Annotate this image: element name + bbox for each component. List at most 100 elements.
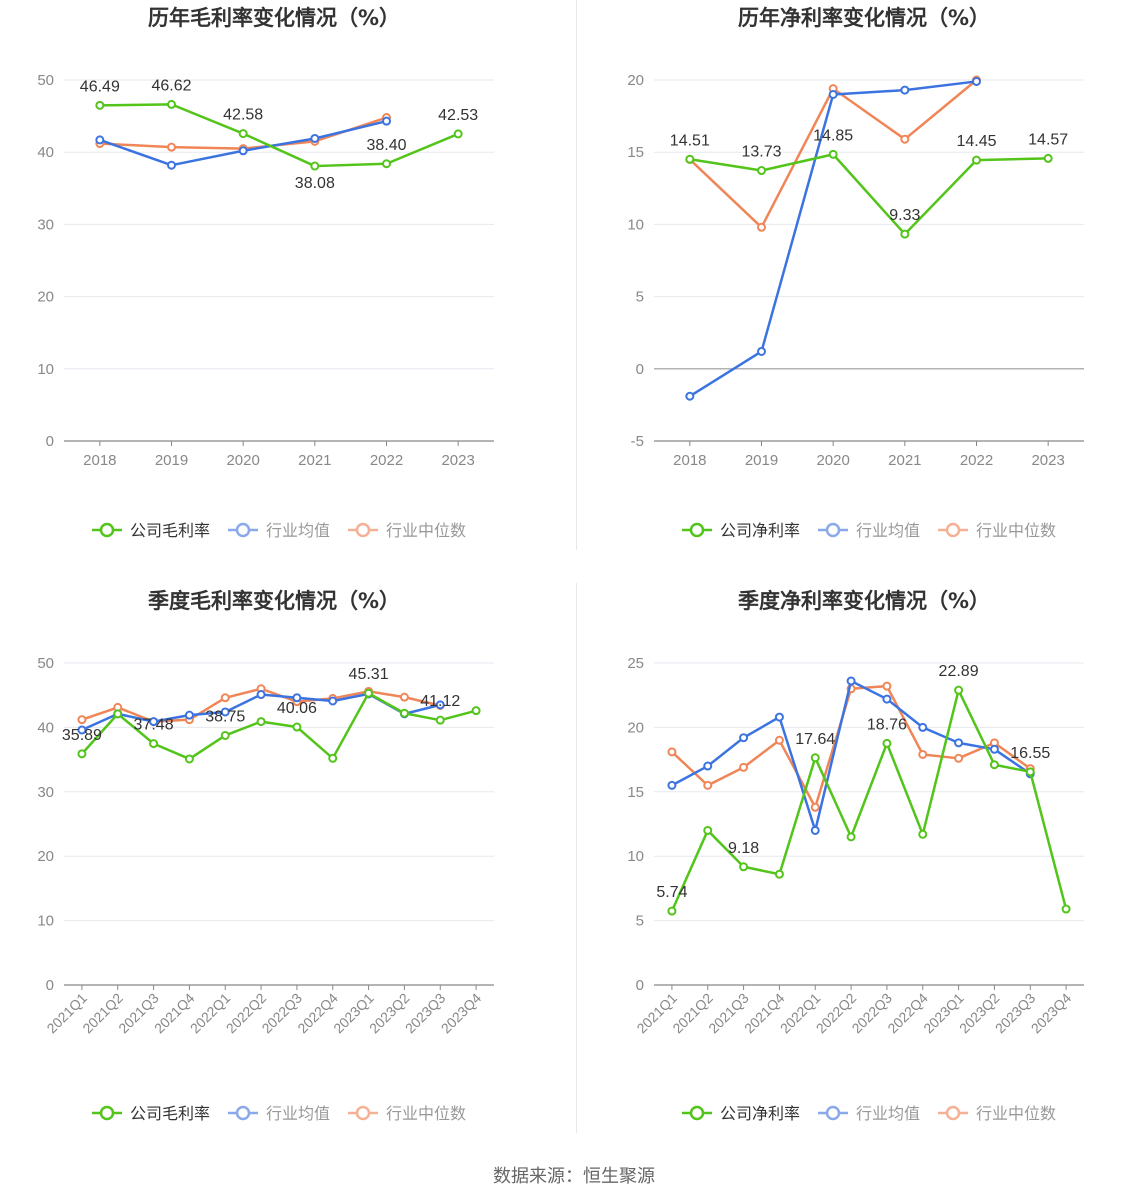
legend-item: 行业均值	[228, 521, 330, 540]
data-point	[238, 146, 248, 156]
data-point	[739, 733, 749, 743]
data-label: 14.85	[813, 127, 853, 144]
data-point	[435, 715, 445, 725]
data-point	[810, 825, 820, 835]
data-point	[238, 129, 248, 139]
legend-item: 行业中位数	[348, 1104, 466, 1123]
chart-svg: 历年毛利率变化情况（%） 0 10 20 30 40 50 2018 2019 2020 2021 2…	[37, 6, 494, 540]
legend-marker	[235, 1105, 251, 1121]
data-label: 45.31	[349, 666, 389, 683]
legend-item: 行业均值	[818, 521, 920, 540]
data-point	[846, 832, 856, 842]
data-label: 16.55	[1010, 745, 1050, 762]
data-point	[739, 862, 749, 872]
data-point	[328, 696, 338, 706]
legend-item: 行业中位数	[938, 521, 1056, 540]
legend-marker	[825, 522, 841, 538]
data-point	[382, 159, 391, 169]
series-line	[99, 119, 387, 167]
chart-title: 历年净利率变化情况（%）	[738, 6, 990, 30]
data-point	[399, 692, 409, 702]
chart-svg: 季度毛利率变化情况（%）010203040502021Q12021Q22021Q…	[37, 589, 494, 1123]
data-point	[667, 747, 677, 757]
data-point	[113, 709, 123, 719]
x-tick-label: 2018	[83, 452, 116, 469]
data-label: 14.51	[670, 132, 710, 149]
data-point	[954, 685, 964, 695]
x-tick-label: 2022	[370, 452, 403, 469]
data-point	[685, 154, 695, 164]
data-point	[292, 693, 302, 703]
data-point	[774, 869, 784, 879]
data-point	[882, 694, 892, 704]
data-point	[667, 780, 677, 790]
data-point	[918, 749, 928, 759]
legend-marker	[945, 522, 961, 538]
data-point	[774, 735, 784, 745]
legend-item: 公司毛利率	[92, 521, 210, 540]
data-point	[220, 693, 230, 703]
legend-item: 公司毛利率	[92, 1104, 210, 1123]
legend-item: 行业均值	[228, 1104, 330, 1123]
series-line	[671, 679, 1031, 832]
data-point	[77, 715, 87, 725]
x-tick-label: 2023Q4	[438, 990, 485, 1037]
chart-title: 历年毛利率变化情况（%）	[148, 6, 400, 30]
data-label: 14.45	[956, 133, 996, 150]
data-label: 5.74	[656, 884, 687, 901]
x-tick-label: 2021	[298, 452, 331, 469]
divider-bottom	[576, 583, 577, 1133]
x-tick-label: 2020	[816, 452, 849, 469]
legend-marker	[689, 1105, 705, 1121]
data-label: 42.53	[438, 107, 478, 124]
data-label: 9.33	[889, 207, 920, 224]
chart-quarterly-gross-margin: 季度毛利率变化情况（%） 0 10 20 30 40 50 2021Q1 2021Q2 2021Q…	[0, 583, 574, 1163]
data-point	[918, 829, 928, 839]
data-point	[256, 717, 266, 727]
legend-label: 行业均值	[856, 521, 920, 540]
data-point	[774, 712, 784, 722]
data-point	[364, 688, 374, 698]
x-tick-label: 2018	[673, 452, 706, 469]
legend-marker	[945, 1105, 961, 1121]
data-point	[149, 717, 159, 727]
legend-marker	[235, 522, 251, 538]
legend-item: 公司净利率	[682, 1104, 800, 1123]
legend-label: 行业均值	[266, 1104, 330, 1123]
legend-item: 行业均值	[818, 1104, 920, 1123]
data-source: 数据来源：恒生聚源	[493, 1166, 655, 1187]
data-point	[382, 116, 391, 126]
y-tick-label: 20	[37, 289, 54, 306]
x-tick-label: 2019	[745, 452, 778, 469]
chart-svg: 历年净利率变化情况（%） -5 0 5 10 15 20 2018 2019 2020 2021 20…	[627, 6, 1084, 540]
data-point	[399, 708, 409, 718]
legend-label: 公司净利率	[720, 1104, 800, 1123]
data-point	[828, 149, 838, 159]
data-label: 35.89	[62, 727, 102, 744]
data-point	[846, 676, 856, 686]
data-label: 9.18	[728, 840, 759, 857]
data-point	[435, 700, 445, 710]
chart-annual-gross-margin: 历年毛利率变化情况（%） 0 10 20 30 40 50 2018 2019 2020 2021 2…	[0, 0, 574, 580]
y-tick-label: 0	[46, 433, 54, 450]
legend-marker	[355, 522, 371, 538]
data-point	[900, 85, 910, 95]
data-label: 37.48	[134, 717, 174, 734]
series-line	[80, 691, 477, 761]
data-point	[1061, 904, 1071, 914]
data-point	[310, 133, 320, 143]
chart-title: 季度毛利率变化情况（%）	[148, 589, 400, 613]
y-tick-label: 10	[37, 913, 54, 930]
data-label: 46.62	[151, 77, 191, 94]
x-tick-label: 2023	[1031, 452, 1064, 469]
data-point	[703, 761, 713, 771]
legend-label: 公司毛利率	[130, 521, 210, 540]
divider-top	[576, 0, 577, 550]
x-tick-label: 2020	[226, 452, 259, 469]
legend-label: 公司净利率	[720, 521, 800, 540]
data-point	[757, 222, 766, 232]
y-tick-label: 0	[636, 361, 644, 378]
legend-item: 行业中位数	[348, 521, 466, 540]
x-tick-label: 2023	[441, 452, 474, 469]
data-label: 46.49	[80, 78, 120, 95]
